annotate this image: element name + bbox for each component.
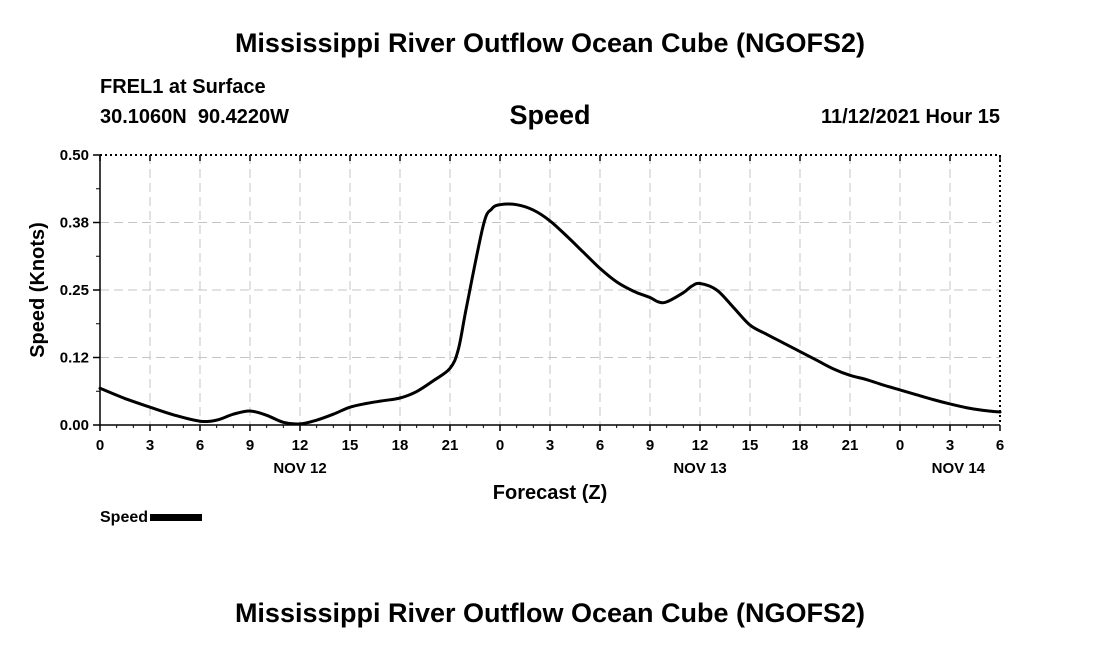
x-tick-label: 21 — [442, 437, 459, 454]
x-tick-label: 12 — [692, 437, 709, 454]
legend-swatch — [150, 514, 203, 522]
y-tick-label: 0.00 — [60, 417, 89, 434]
y-tick-label: 0.12 — [60, 350, 89, 367]
y-axis-label: Speed (Knots) — [27, 222, 49, 358]
x-tick-label: 21 — [842, 437, 859, 454]
legend-label: Speed — [100, 509, 149, 526]
x-tick-label: 18 — [792, 437, 809, 454]
x-tick-label: 0 — [96, 437, 104, 454]
y-tick-label: 0.50 — [60, 147, 89, 164]
forecast-timestamp: 11/12/2021 Hour 15 — [820, 106, 1000, 128]
y-tick-label: 0.38 — [60, 215, 89, 232]
station-coords: 30.1060N 90.4220W — [100, 106, 290, 128]
x-tick-label: 6 — [196, 437, 204, 454]
x-tick-label: 3 — [146, 437, 154, 454]
x-axis-label: Forecast (Z) — [492, 482, 608, 504]
page-title: Mississippi River Outflow Ocean Cube (NG… — [234, 28, 866, 58]
x-tick-label: 6 — [996, 437, 1004, 454]
legend: Speed — [100, 509, 203, 527]
speed-series-line — [98, 202, 1002, 426]
footer-title: Mississippi River Outflow Ocean Cube (NG… — [234, 598, 866, 628]
y-tick-label: 0.25 — [60, 282, 89, 299]
x-tick-label: 3 — [546, 437, 554, 454]
x-tick-label: 0 — [496, 437, 504, 454]
x-tick-label: 18 — [392, 437, 409, 454]
x-tick-label: 6 — [596, 437, 604, 454]
x-tick-label: 0 — [896, 437, 904, 454]
x-tick-label: 9 — [646, 437, 654, 454]
day-label: NOV 14 — [932, 460, 986, 477]
x-tick-label: 15 — [342, 437, 359, 454]
day-label: NOV 13 — [673, 460, 726, 477]
x-tick-label: 12 — [292, 437, 309, 454]
x-tick-label: 9 — [246, 437, 254, 454]
x-tick-label: 3 — [946, 437, 954, 454]
x-tick-label: 15 — [742, 437, 759, 454]
day-label: NOV 12 — [273, 460, 326, 477]
chart-title: Speed — [509, 100, 591, 130]
station-label: FREL1 at Surface — [100, 76, 266, 98]
